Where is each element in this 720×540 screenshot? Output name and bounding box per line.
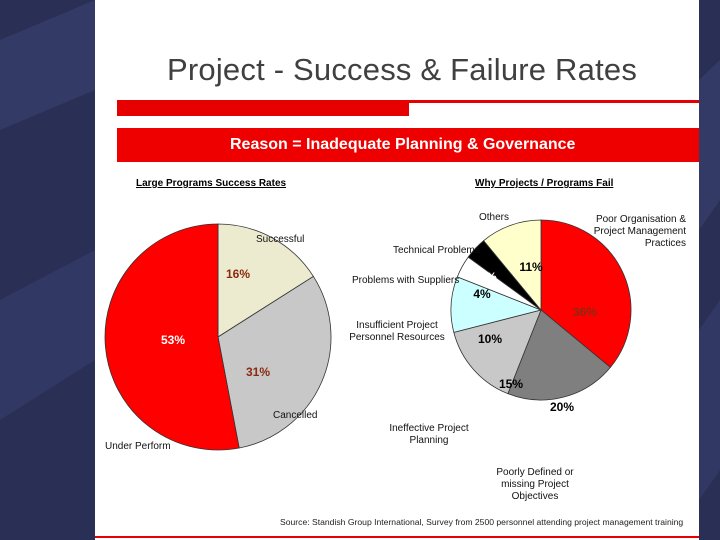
- category-label-cancelled: Cancelled: [273, 410, 317, 421]
- pie-slice-others: [483, 219, 542, 312]
- category-label-insufficient-project-personnel-resources: Insufficient Project Personnel Resources: [349, 320, 445, 343]
- reason-text: Reason = Inadequate Planning & Governanc…: [230, 136, 576, 153]
- pct-label-under-perform: 53%: [161, 333, 185, 347]
- pct-label-technical-problems: 4%: [479, 270, 497, 284]
- title-underline-line: [409, 100, 699, 103]
- right-pie-chart: 36% 20% 15% 10% 4% 4% 11% Poor Organisation & Pr…: [349, 212, 686, 502]
- bottom-rule: [95, 536, 699, 538]
- pie-slice-poor-organisation-project-management-practices: [540, 219, 632, 368]
- category-label-under-perform: Under Perform: [105, 441, 171, 452]
- title-underline-bar: [117, 100, 409, 116]
- pct-label-ineffective-project-planning: 15%: [499, 377, 523, 391]
- pie-slice-successful: [217, 223, 314, 338]
- pie-slice-ineffective-project-planning: [453, 309, 542, 395]
- pie-slice-under-perform: [104, 223, 240, 451]
- pie-slice-cancelled: [217, 275, 332, 449]
- left-chart-title: Large Programs Success Rates: [136, 178, 287, 189]
- pie-slice-poorly-defined-or-missing-project-objectives: [507, 309, 611, 401]
- reason-banner: Reason = Inadequate Planning & Governanc…: [117, 128, 699, 162]
- right-chart-title: Why Projects / Programs Fail: [475, 178, 614, 189]
- left-pie-chart: 16% 31% 53% Successful Cancelled Under Perfor…: [104, 223, 332, 452]
- pct-label-successful: 16%: [226, 267, 250, 281]
- pct-label-insufficient-project-personnel-resources: 10%: [478, 332, 502, 346]
- pie-charts: 16% 31% 53% Successful Cancelled Under Perfor…: [104, 212, 686, 502]
- slide: Project - Success & Failure Rates Reason…: [95, 0, 699, 540]
- category-label-poorly-defined-or-missing-project-objectives: Poorly Defined or missing Project Objectiv…: [496, 467, 574, 502]
- category-label-successful: Successful: [256, 234, 304, 245]
- category-label-others: Others: [479, 212, 509, 223]
- pct-label-poorly-defined-or-missing-project-objectives: 20%: [550, 400, 574, 414]
- pct-label-problems-with-suppliers: 4%: [473, 287, 491, 301]
- category-label-poor-organisation-project-management-practices: Poor Organisation & Project Management Pra…: [594, 214, 687, 249]
- pct-label-cancelled: 31%: [246, 365, 270, 379]
- pct-label-others: 11%: [519, 260, 543, 274]
- category-label-ineffective-project-planning: Ineffective Project Planning: [389, 423, 469, 446]
- category-label-problems-with-suppliers: Problems with Suppliers: [352, 275, 459, 286]
- pct-label-poor-organisation-project-management-practices: 36%: [573, 305, 597, 319]
- category-label-technical-problems: Technical Problems: [393, 245, 480, 256]
- slide-title: Project - Success & Failure Rates: [167, 52, 638, 87]
- source-note: Source: Standish Group International, Su…: [280, 517, 684, 527]
